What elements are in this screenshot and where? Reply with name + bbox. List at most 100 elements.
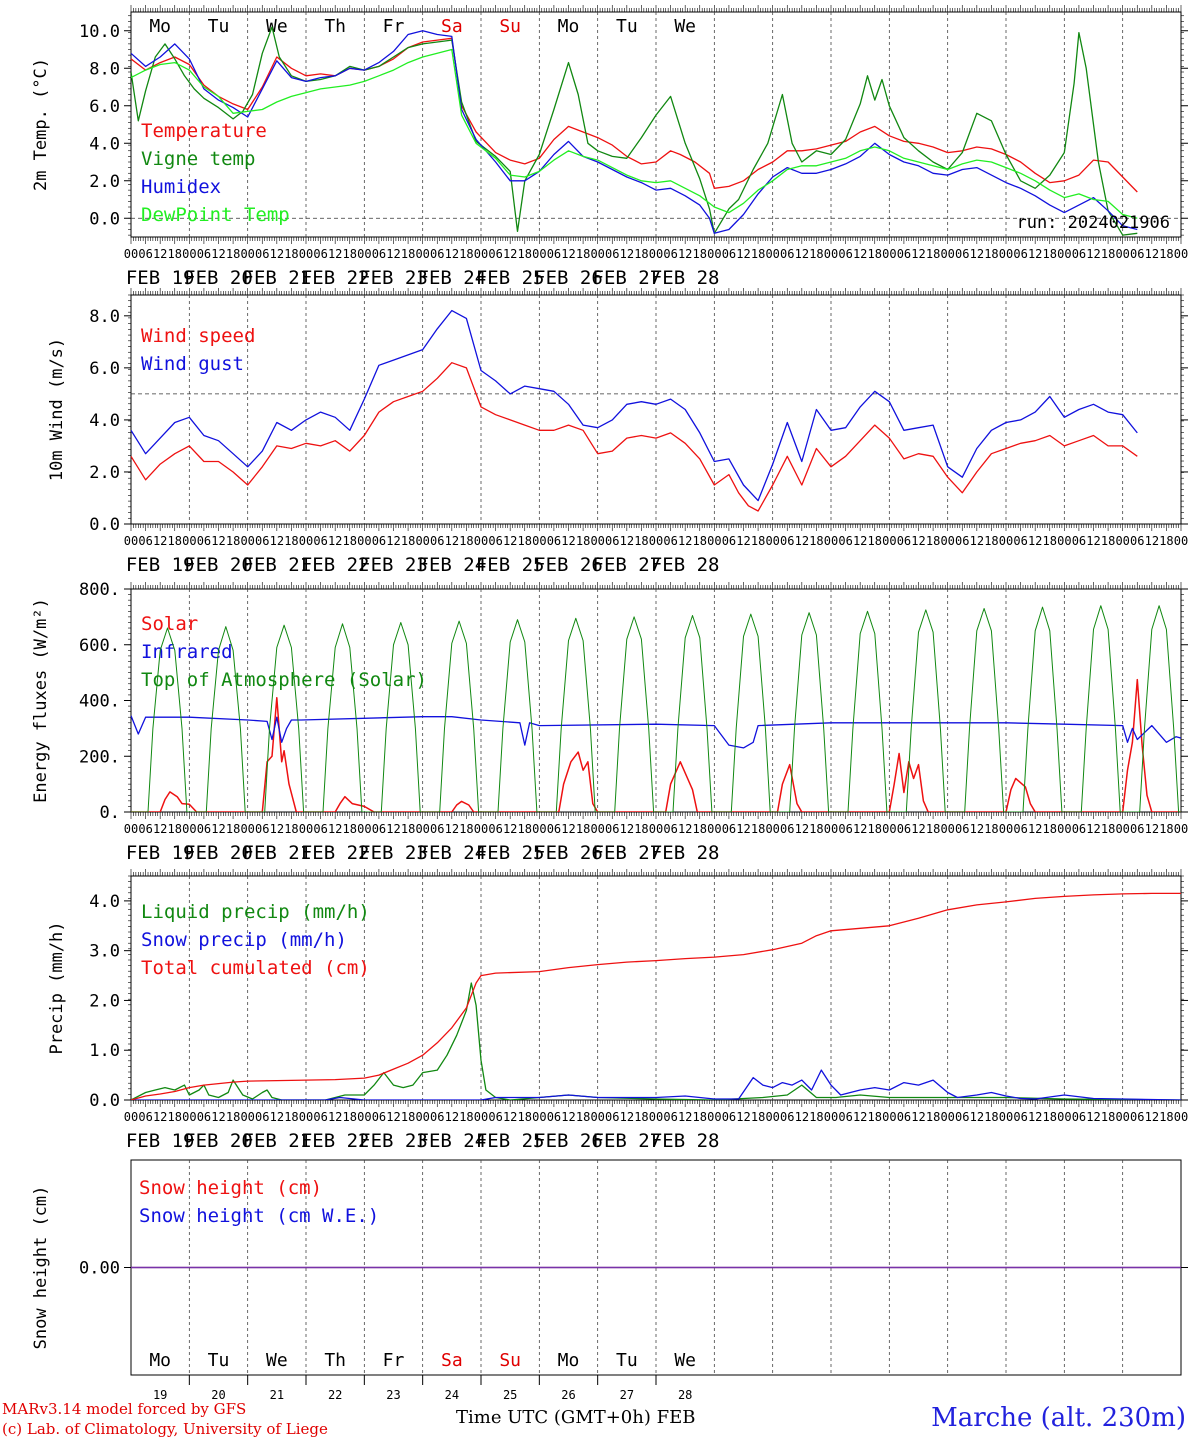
hour-tick-label: 18 [809,1110,823,1124]
hour-tick-label: 12 [678,1110,692,1124]
legend-entry: Wind speed [141,325,255,347]
hour-tick-label: 00 [299,247,313,261]
hour-tick-label: 12 [1086,534,1100,548]
date-label: FEB 28 [651,267,720,289]
hour-tick-label: 00 [357,822,371,836]
weekday-label: Th [324,16,346,37]
hour-tick-label: 06 [430,822,444,836]
date-label: FEB 27 [593,554,662,576]
hour-tick-label: 18 [751,822,765,836]
y-tick-label: 6.0 [89,97,120,117]
hour-tick-label: 06 [197,1110,211,1124]
hour-tick-label: 18 [926,534,940,548]
y-tick-label: 800. [79,580,120,600]
lab-credit: (c) Lab. of Climatology, University of L… [2,1420,328,1438]
hour-tick-label: 18 [868,1110,882,1124]
day-number: 21 [270,1388,284,1402]
hour-tick-label: 18 [401,822,415,836]
date-label: FEB 22 [301,267,370,289]
hour-tick-label: 12 [270,534,284,548]
hour-tick-label: 06 [313,247,327,261]
date-label: FEB 21 [243,267,312,289]
hour-tick-label: 00 [1115,822,1129,836]
y-tick-label: 3.0 [89,942,120,962]
series-line-wind-speed [131,362,1138,512]
hour-tick-label: 12 [386,822,400,836]
hour-tick-label: 18 [984,534,998,548]
hour-tick-label: 06 [488,247,502,261]
hour-tick-label: 06 [1013,247,1027,261]
hour-tick-label: 00 [940,822,954,836]
hour-tick-label: 00 [357,247,371,261]
hour-tick-label: 00 [1057,822,1071,836]
hour-tick-label: 00 [415,534,429,548]
hour-tick-label: 00 [649,247,663,261]
hour-tick-label: 12 [561,534,575,548]
hour-tick-label: 12 [795,822,809,836]
hour-tick-label: 06 [838,822,852,836]
hour-tick-label: 00 [999,822,1013,836]
hour-tick-label: 18 [459,534,473,548]
series-line-wind-gust [131,309,1138,502]
hour-tick-label: 00 [590,534,604,548]
date-label: FEB 20 [184,842,253,864]
hour-tick-label: 00 [765,534,779,548]
x-axis-title: Time UTC (GMT+0h) FEB [456,1407,696,1428]
hour-tick-label: 18 [518,534,532,548]
hour-tick-label: 06 [1072,1110,1086,1124]
y-tick-label: 400. [79,692,120,712]
model-credit: MARv3.14 model forced by GFS [2,1400,247,1418]
hour-tick-label: 00 [590,822,604,836]
hour-tick-label: 12 [561,247,575,261]
weekday-label: Sa [441,16,463,37]
hour-tick-label: 18 [868,822,882,836]
hour-tick-label: 06 [372,1110,386,1124]
hour-tick-label: 00 [532,534,546,548]
y-tick-label: 2.0 [89,172,120,192]
hour-tick-label: 18 [576,822,590,836]
station-name: Marche (alt. 230m) [931,1403,1186,1433]
hour-tick-label: 18 [751,247,765,261]
date-label: FEB 19 [126,1130,195,1152]
hour-tick-label: 12 [503,1110,517,1124]
hour-tick-label: 18 [809,822,823,836]
weekday-label: Th [324,1350,346,1371]
hour-tick-label: 00 [124,822,138,836]
hour-tick-label: 12 [445,822,459,836]
hour-tick-label: 00 [765,822,779,836]
hour-tick-label: 12 [328,247,342,261]
y-tick-label: 0.0 [89,209,120,229]
hour-tick-label: 18 [576,534,590,548]
hour-tick-label: 06 [605,822,619,836]
hour-tick-label: 00 [707,822,721,836]
day-number: 27 [620,1388,634,1402]
y-tick-label: 10.0 [79,22,120,42]
hour-tick-label: 00 [240,247,254,261]
hour-tick-label: 06 [838,534,852,548]
y-tick-label: 4.0 [89,411,120,431]
hour-tick-label: 06 [547,247,561,261]
day-number: 23 [386,1388,400,1402]
hour-tick-label: 12 [911,247,925,261]
date-label: FEB 22 [301,1130,370,1152]
hour-tick-label: 18 [284,534,298,548]
hour-tick-label: 00 [1057,247,1071,261]
hour-tick-label: 18 [634,247,648,261]
hour-tick-label: 00 [124,1110,138,1124]
hour-tick-label: 18 [1043,1110,1057,1124]
date-label: FEB 21 [243,1130,312,1152]
date-label: FEB 20 [184,267,253,289]
hour-tick-label: 12 [853,1110,867,1124]
hour-tick-label: 06 [780,1110,794,1124]
hour-tick-label: 18 [226,247,240,261]
hour-tick-label: 00 [1174,534,1188,548]
hour-tick-label: 12 [561,1110,575,1124]
hour-tick-label: 18 [343,1110,357,1124]
hour-tick-label: 18 [1159,1110,1173,1124]
hour-tick-label: 18 [634,1110,648,1124]
y-tick-label: 600. [79,636,120,656]
hour-tick-label: 00 [882,1110,896,1124]
hour-tick-label: 00 [590,1110,604,1124]
date-label: FEB 23 [359,842,428,864]
legend-entry: Vigne temp [141,148,255,170]
